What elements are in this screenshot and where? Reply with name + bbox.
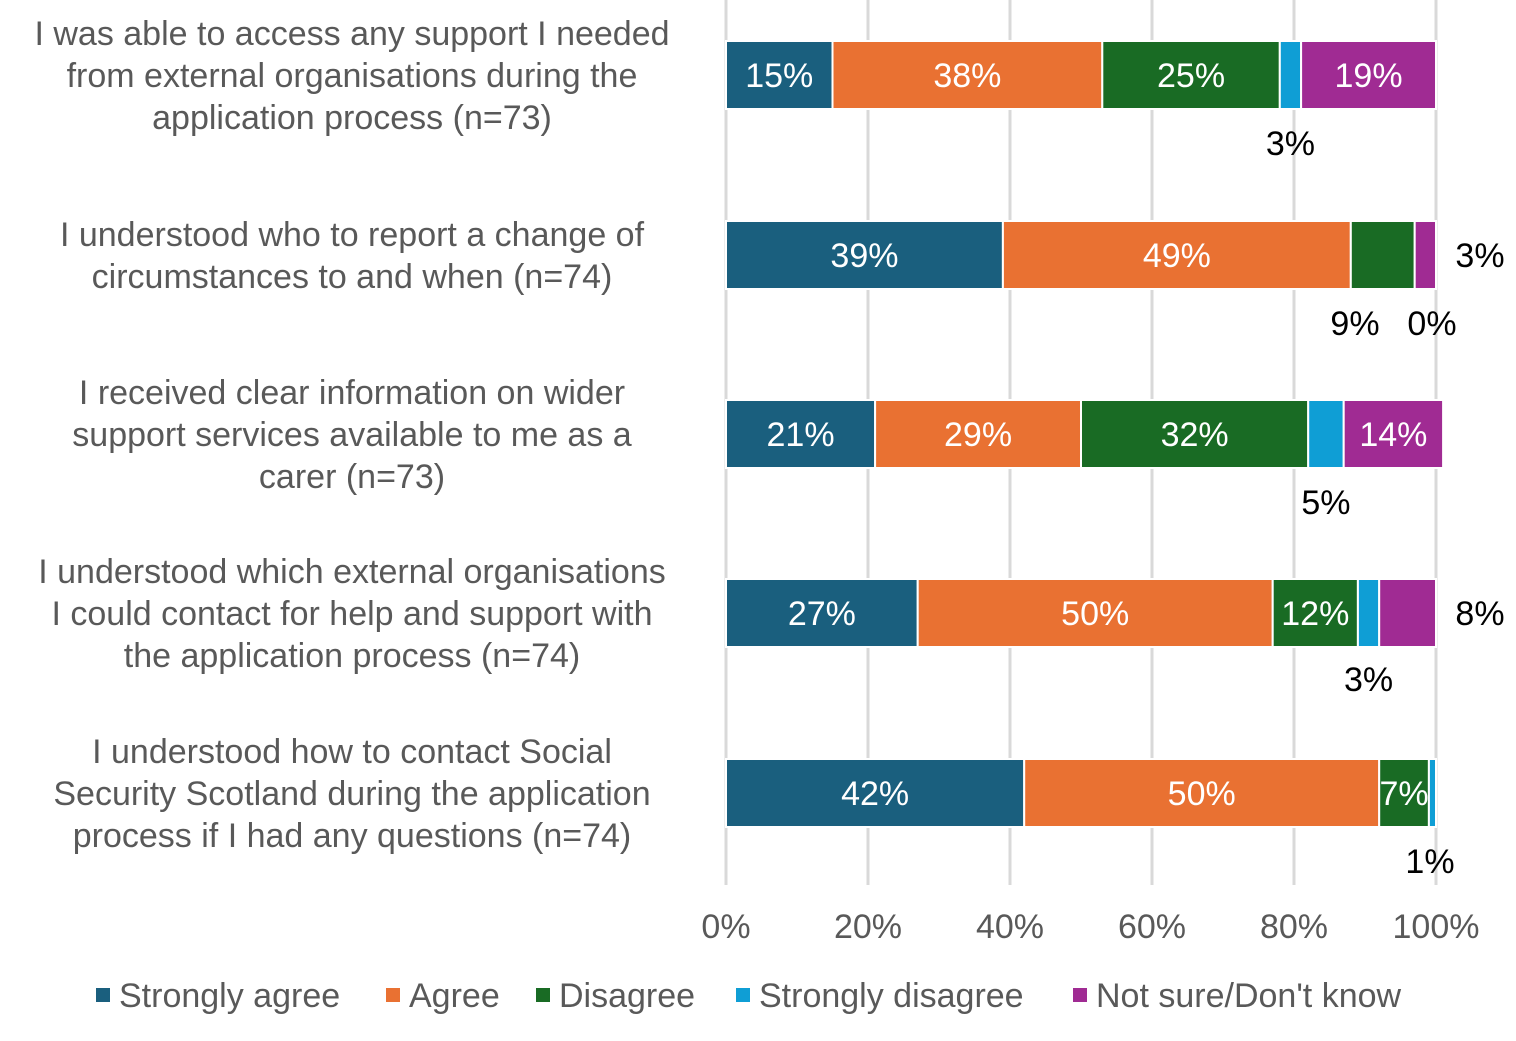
data-label: 15% [745,57,813,95]
category-label: process if I had any questions (n=74) [73,817,632,855]
data-label: 27% [788,595,856,633]
legend-swatch [736,988,750,1002]
bar-segment [1023,758,1381,828]
data-label: 8% [1455,595,1504,633]
x-tick-label: 80% [1260,908,1328,946]
bar-segment [1356,578,1381,648]
data-label: 38% [933,57,1001,95]
category-label: I understood how to contact Social [92,733,612,771]
category-label: I received clear information on wider [79,374,625,412]
bar-segment [1300,40,1437,110]
x-tick-label: 20% [834,908,902,946]
bar-segment [874,399,1082,469]
legend: Strongly agree Agree Disagree Strongly disa… [96,977,1402,1015]
legend-swatch [386,988,400,1002]
bars [725,40,1445,828]
x-tick-label: 40% [976,908,1044,946]
data-label: 0% [1407,305,1456,343]
data-label: 50% [1061,595,1129,633]
legend-label: Agree [409,977,500,1015]
data-label: 3% [1344,661,1393,699]
data-label: 21% [767,416,835,454]
bar-segment [1271,578,1359,648]
data-label: 7% [1379,775,1428,813]
category-label: from external organisations during the [67,57,638,95]
bar-segment [1278,40,1303,110]
data-label: 14% [1359,416,1427,454]
category-label: Security Scotland during the application [53,775,650,813]
bar-segment [1001,220,1352,290]
category-label: I could contact for help and support wit… [51,595,652,633]
bar-segment [1349,220,1416,290]
data-label: 3% [1266,125,1315,163]
data-label: 49% [1143,237,1211,275]
data-labels: 15% 38% 25% 3% 19% 39% 49% 9% 0% 3% 21% 29% 32% 5%14%… [745,57,1504,881]
category-label: the application process (n=74) [124,637,580,675]
legend-label: Strongly agree [119,977,340,1015]
category-label: circumstances to and when (n=74) [92,258,613,296]
bar-segment [1427,758,1438,828]
legend-swatch [536,988,550,1002]
data-label: 25% [1157,57,1225,95]
category-label: support services available to me as a [72,416,631,454]
data-label: 12% [1281,595,1349,633]
data-label: 50% [1168,775,1236,813]
category-label: carer (n=73) [259,458,445,496]
legend-swatch [96,988,110,1002]
data-label: 42% [841,775,909,813]
category-label: application process (n=73) [152,99,552,137]
data-label: 19% [1335,57,1403,95]
bar-segment [1413,220,1437,290]
x-tick-label: 60% [1118,908,1186,946]
category-labels: I was able to access any support I neede… [34,15,669,855]
data-label: 3% [1455,237,1504,275]
bar-segment [1342,399,1445,469]
bar-segment [916,578,1274,648]
bar-segment [1378,758,1430,828]
bar-segment [1080,399,1310,469]
legend-label: Disagree [559,977,695,1015]
legend-label: Not sure/Don't know [1096,977,1402,1015]
data-label: 1% [1405,843,1454,881]
category-label: I was able to access any support I neede… [34,15,669,53]
x-axis-ticks: 0% 20% 40% 60% 80% 100% [701,908,1479,946]
bar-segment [725,220,1004,290]
bar-segment [725,758,1026,828]
legend-label: Strongly disagree [759,977,1024,1015]
bar-segment [725,578,919,648]
bar-segment [1378,578,1437,648]
data-label: 9% [1330,305,1379,343]
data-label: 32% [1161,416,1229,454]
category-label: I understood which external organisation… [38,553,666,591]
data-label: 29% [944,416,1012,454]
data-label: 5% [1301,484,1350,522]
data-label: 39% [830,237,898,275]
x-tick-label: 0% [701,908,750,946]
x-tick-label: 100% [1393,908,1480,946]
bar-segment [1307,399,1345,469]
legend-swatch [1073,988,1087,1002]
bar-segment [725,40,834,110]
category-label: I understood who to report a change of [60,216,645,254]
